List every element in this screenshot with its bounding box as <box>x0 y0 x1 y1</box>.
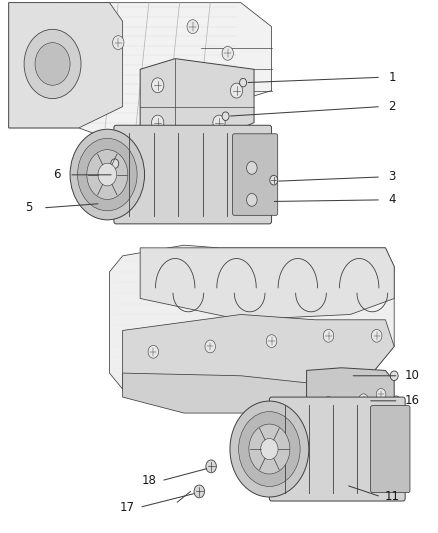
Text: 2: 2 <box>388 100 396 113</box>
Text: 6: 6 <box>53 168 61 181</box>
Circle shape <box>98 163 117 186</box>
FancyBboxPatch shape <box>114 125 272 224</box>
Circle shape <box>205 340 215 353</box>
Circle shape <box>187 20 198 34</box>
Text: 11: 11 <box>385 490 399 503</box>
Circle shape <box>239 411 300 487</box>
Text: 10: 10 <box>404 369 419 382</box>
Circle shape <box>70 130 145 220</box>
Circle shape <box>376 389 386 400</box>
Text: 3: 3 <box>389 171 396 183</box>
Text: 16: 16 <box>404 394 419 407</box>
Circle shape <box>152 115 164 130</box>
Circle shape <box>261 439 278 459</box>
Circle shape <box>194 485 205 498</box>
Circle shape <box>247 193 257 206</box>
Polygon shape <box>9 3 272 144</box>
Circle shape <box>392 396 400 406</box>
Circle shape <box>270 175 278 185</box>
Circle shape <box>230 401 309 497</box>
Polygon shape <box>140 248 394 320</box>
Circle shape <box>152 78 164 93</box>
Circle shape <box>113 36 124 50</box>
Circle shape <box>249 424 290 474</box>
Circle shape <box>266 335 277 348</box>
Circle shape <box>371 329 382 342</box>
FancyBboxPatch shape <box>233 134 278 215</box>
Circle shape <box>24 29 81 99</box>
FancyBboxPatch shape <box>371 406 410 492</box>
Circle shape <box>240 78 247 87</box>
Circle shape <box>323 329 334 342</box>
Circle shape <box>247 161 257 174</box>
Text: 5: 5 <box>25 201 32 214</box>
Text: 17: 17 <box>120 501 134 514</box>
Circle shape <box>222 112 229 120</box>
Polygon shape <box>9 3 123 128</box>
Circle shape <box>222 46 233 60</box>
Circle shape <box>213 115 225 130</box>
Polygon shape <box>123 373 372 413</box>
Circle shape <box>35 43 70 85</box>
Circle shape <box>111 159 119 168</box>
Text: 18: 18 <box>141 474 156 487</box>
Circle shape <box>359 394 368 406</box>
Text: 4: 4 <box>388 193 396 206</box>
Circle shape <box>324 397 333 408</box>
Circle shape <box>206 460 216 473</box>
Circle shape <box>78 138 137 211</box>
Polygon shape <box>307 368 394 413</box>
Circle shape <box>148 345 159 358</box>
Polygon shape <box>110 245 394 397</box>
Text: 1: 1 <box>388 71 396 84</box>
Polygon shape <box>123 314 394 392</box>
FancyBboxPatch shape <box>269 397 405 501</box>
Circle shape <box>161 89 172 103</box>
Circle shape <box>230 83 243 98</box>
Circle shape <box>390 371 398 381</box>
Polygon shape <box>140 59 254 139</box>
Circle shape <box>87 150 128 199</box>
